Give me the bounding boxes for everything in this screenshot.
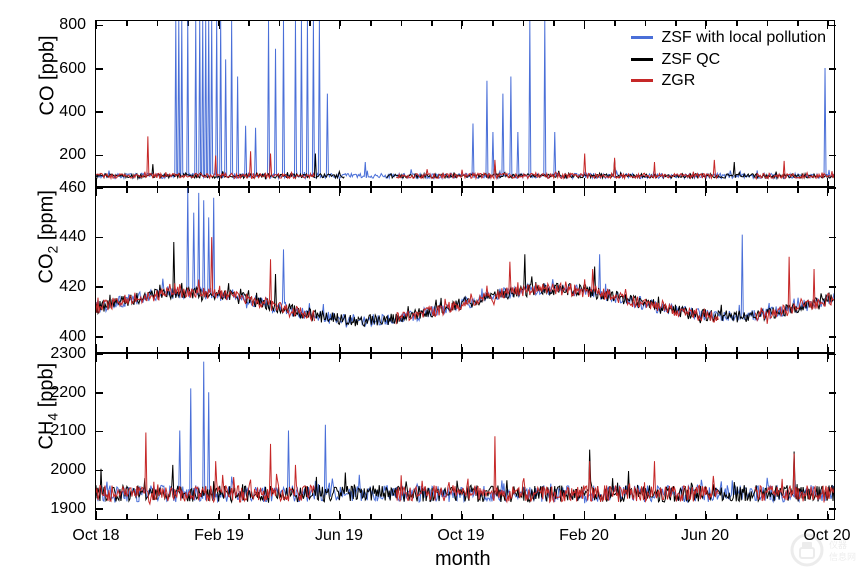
ytick-label: 600 [59,60,86,78]
ytick-label: 1900 [50,500,86,518]
xtick-label: Oct 18 [72,527,119,545]
ytick-label: 440 [59,228,86,246]
legend-swatch-icon [631,79,653,82]
ylabel-co: CO [ppb] [37,92,60,116]
xtick-label: Feb 20 [559,527,609,545]
legend-item: ZSF with local pollution [631,27,826,49]
figure: 200 400 600 800 CO [ppb] ZSF with local pollu… [0,0,865,574]
ytick-label: 400 [59,103,86,121]
legend: ZSF with local pollutionZSF QCZGR [631,27,826,92]
series-zgr [96,237,834,324]
legend-item: ZGR [631,70,826,92]
series-zsf_qc [96,242,834,326]
plot-area: 200400600800CO [ppb]ZSF with local pollu… [95,20,835,520]
legend-label: ZSF with local pollution [661,27,826,49]
legend-swatch-icon [631,58,653,61]
ytick-label: 800 [59,16,86,34]
ylabel-ch4: CH4 [ppb] [36,426,61,450]
legend-item: ZSF QC [631,49,826,71]
xtick-label: Feb 19 [194,527,244,545]
legend-label: ZGR [661,70,695,92]
series-zsf_pollution [96,362,834,504]
ytick-label: 420 [59,278,86,296]
legend-swatch-icon [631,36,653,39]
ytick-label: 2000 [50,461,86,479]
ytick-label: 2300 [50,345,86,363]
xtick-label: Jun 20 [681,527,729,545]
xtick-label: Oct 19 [437,527,484,545]
ytick-label: 400 [59,328,86,346]
panel-co2: 400420440460CO2 [ppm] [95,187,835,354]
ylabel-co2: CO2 [ppm] [36,259,61,283]
ytick-label: 200 [59,146,86,164]
xlabel: month [435,548,491,571]
xtick-label: Oct 20 [803,527,850,545]
legend-label: ZSF QC [661,49,720,71]
svg-text:信息网: 信息网 [829,551,856,562]
ytick-label: 460 [59,179,86,197]
xtick-label: Jun 19 [315,527,363,545]
panel-ch4: 19002000210022002300Oct 18Feb 19Jun 19Oc… [95,353,835,520]
panel-co: 200400600800CO [ppb]ZSF with local pollu… [95,20,835,187]
series-zsf_pollution [96,188,834,327]
